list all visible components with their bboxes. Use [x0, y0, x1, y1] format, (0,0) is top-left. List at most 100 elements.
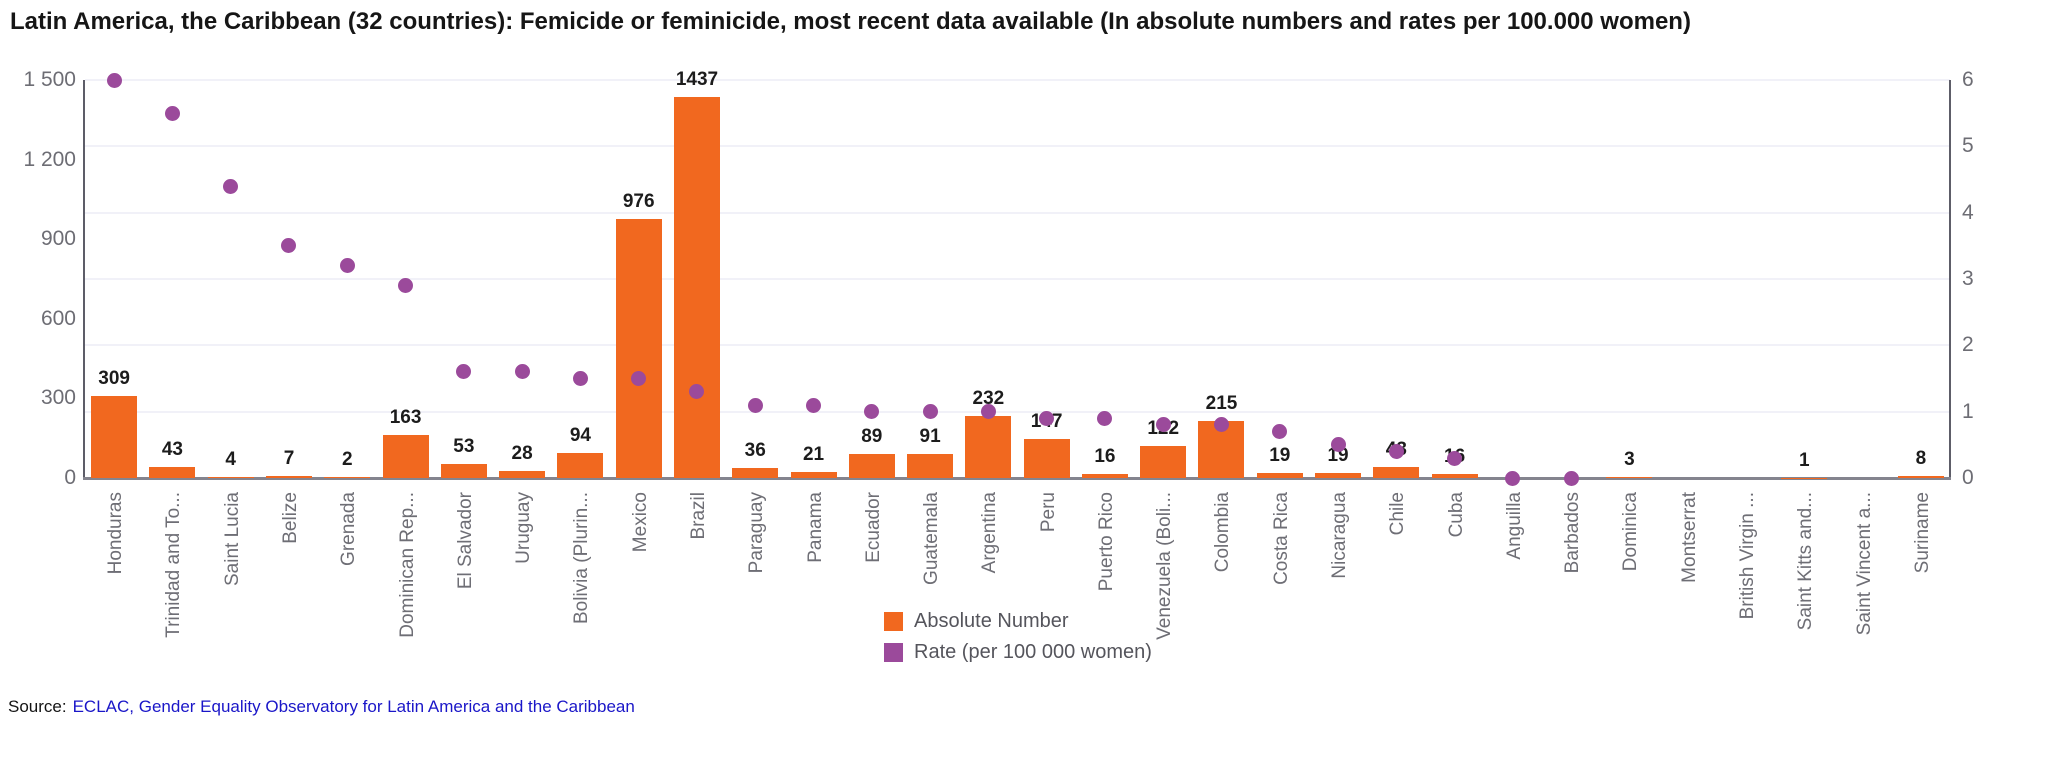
rate-dot-Grenada: [339, 258, 355, 274]
rate-dot-Puerto Rico: [1097, 410, 1113, 426]
left-axis-tick: 900: [40, 227, 76, 251]
rate-dot-Trinidad and To...: [164, 105, 180, 121]
x-axis-label: Venezuela (Boli...: [1154, 492, 1176, 640]
bar-Peru: [1023, 438, 1070, 478]
bar-value-label: 91: [919, 425, 941, 447]
right-axis-tick: 5: [1962, 134, 1974, 158]
bar-value-label: 89: [861, 426, 883, 448]
left-axis-tick: 1 200: [23, 147, 76, 171]
left-axis-tick: 600: [40, 306, 76, 330]
bar-value-label: 53: [453, 435, 475, 457]
bar-Mexico: [615, 219, 662, 478]
bar-Guatemala: [907, 453, 954, 478]
rate-dot-Panama: [806, 397, 822, 413]
rate-dot-Saint Lucia: [223, 178, 239, 194]
right-axis-tick: 1: [1962, 399, 1974, 423]
bar-Paraguay: [732, 468, 779, 478]
left-axis-tick: 0: [64, 466, 76, 489]
bar-Brazil: [673, 96, 720, 478]
gridline: [85, 278, 1950, 280]
bar-Ecuador: [848, 454, 895, 478]
right-axis-tick: 4: [1962, 200, 1974, 224]
bar-value-label: 16: [1094, 445, 1116, 467]
bar-value-label: 976: [622, 191, 655, 213]
x-axis-label: Mexico: [629, 492, 651, 553]
x-axis-label: El Salvador: [454, 492, 476, 590]
x-axis-label: Ecuador: [862, 492, 884, 563]
x-axis-label: Bolivia (Plurin...: [571, 492, 593, 624]
rate-dot-El Salvador: [456, 364, 472, 380]
rate-dot-Honduras: [106, 72, 122, 88]
right-axis-tick: 0: [1962, 466, 1974, 489]
gridline: [85, 410, 1950, 413]
left-axis-tick: 1 500: [23, 68, 76, 91]
bar-El Salvador: [440, 463, 487, 478]
bar-Honduras: [91, 396, 138, 478]
right-axis-tick: 2: [1962, 333, 1974, 357]
bar-value-label: 36: [744, 440, 766, 462]
bar-Puerto Rico: [1081, 473, 1128, 478]
x-axis-label: Uruguay: [513, 492, 535, 564]
rate-dot-Mexico: [631, 371, 647, 386]
rate-dot-Paraguay: [747, 397, 763, 413]
bar-value-label: 21: [802, 444, 825, 466]
bar-value-label: 8: [1915, 447, 1927, 469]
legend-item-absolute: Absolute Number: [884, 610, 1152, 633]
bar-Chile: [1373, 466, 1420, 478]
x-axis-label: Suriname: [1911, 492, 1933, 574]
rate-swatch-icon: [884, 643, 903, 662]
chart-legend: Absolute Number Rate (per 100 000 women): [884, 610, 1152, 664]
x-axis-label: Montserrat: [1678, 492, 1700, 583]
x-axis-line: [83, 477, 1951, 480]
rate-dot-Colombia: [1213, 417, 1229, 433]
bar-value-label: 94: [569, 425, 591, 447]
gridline: [85, 79, 1950, 81]
rate-dot-Cuba: [1447, 450, 1463, 466]
bar-value-label: 2: [341, 449, 353, 471]
x-axis-label: Argentina: [979, 492, 1001, 574]
gridline: [85, 145, 1950, 148]
x-axis-label: Honduras: [105, 492, 127, 575]
x-axis-label: Guatemala: [921, 492, 943, 585]
source-link[interactable]: ECLAC, Gender Equality Observatory for L…: [72, 697, 635, 716]
x-axis-label: Saint Lucia: [221, 492, 243, 587]
right-axis-line: [1949, 80, 1951, 480]
rate-dot-Costa Rica: [1272, 424, 1288, 440]
left-axis-tick: 300: [40, 386, 76, 410]
x-axis-label: British Virgin ...: [1737, 492, 1759, 620]
rate-dot-Nicaragua: [1330, 437, 1346, 453]
legend-rate-label: Rate (per 100 000 women): [914, 641, 1152, 663]
legend-absolute-label: Absolute Number: [914, 610, 1069, 632]
bar-Uruguay: [499, 470, 546, 478]
x-axis-label: Peru: [1037, 492, 1059, 533]
bar-Saint Lucia: [207, 476, 254, 478]
bar-Panama: [790, 472, 837, 478]
rate-dot-Barbados: [1563, 470, 1579, 486]
x-axis-label: Belize: [279, 492, 301, 544]
rate-dot-Argentina: [980, 404, 996, 420]
rate-dot-Belize: [281, 238, 297, 254]
rate-dot-Anguilla: [1505, 470, 1521, 486]
bar-value-label: 1437: [675, 68, 719, 90]
absolute-number-swatch-icon: [884, 612, 903, 631]
bar-value-label: 28: [511, 442, 533, 464]
left-axis-line: [83, 80, 85, 480]
x-axis-label: Chile: [1387, 492, 1409, 536]
bar-Venezuela (Boli...: [1140, 445, 1187, 478]
x-axis-label: Dominica: [1620, 492, 1642, 572]
x-axis-label: Nicaragua: [1329, 492, 1351, 579]
bar-Grenada: [324, 477, 371, 478]
bar-Dominica: [1606, 477, 1653, 478]
rate-dot-Dominican Rep...: [398, 278, 414, 294]
gridline: [85, 211, 1950, 214]
source-line: Source: ECLAC, Gender Equality Observator…: [8, 697, 635, 717]
x-axis-label: Brazil: [687, 492, 709, 540]
bar-Bolivia (Plurin...: [557, 453, 604, 478]
bar-Belize: [265, 476, 312, 478]
gridline: [85, 344, 1950, 347]
x-axis-label: Saint Vincent a...: [1853, 492, 1875, 636]
bar-Suriname: [1897, 475, 1944, 478]
legend-item-rate: Rate (per 100 000 women): [884, 641, 1152, 664]
